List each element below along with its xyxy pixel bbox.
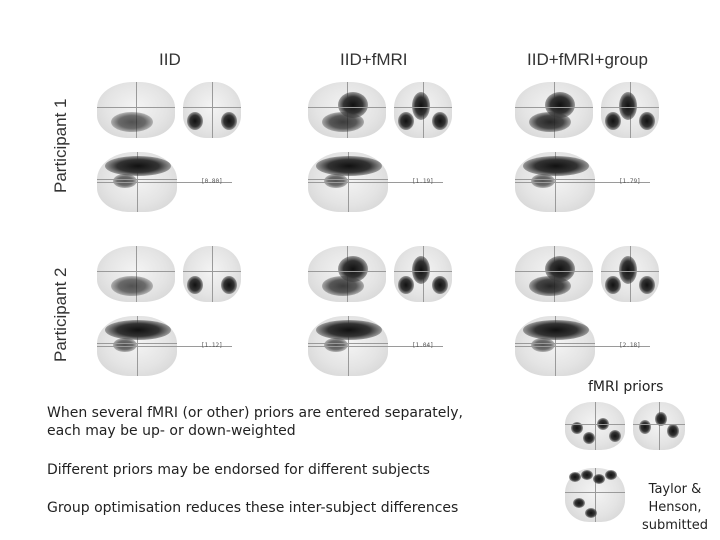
- activation-blob: [324, 174, 348, 188]
- crosshair-line: [515, 182, 650, 183]
- activation-blob: [221, 276, 237, 294]
- max-value-label: [2.18]: [619, 342, 641, 349]
- prior-sagittal-view: [565, 402, 625, 450]
- glass-brain-panel: [2.18]: [515, 246, 660, 376]
- crosshair-line: [97, 182, 232, 183]
- prior-blob: [609, 430, 621, 442]
- prior-blob: [581, 470, 593, 480]
- activation-blob: [639, 276, 655, 294]
- glass-brain-panel: [1.12]: [97, 246, 242, 376]
- activation-blob: [619, 256, 637, 284]
- activation-blob: [221, 112, 237, 130]
- prior-coronal-view: [633, 402, 685, 450]
- crosshair-line: [308, 182, 443, 183]
- activation-blob: [187, 112, 203, 130]
- prior-blob: [569, 472, 581, 482]
- activation-blob: [605, 112, 621, 130]
- coronal-view: [183, 82, 241, 138]
- sagittal-view: [308, 246, 386, 302]
- activation-blob: [324, 338, 348, 352]
- activation-blob: [412, 256, 430, 284]
- activation-blob: [619, 92, 637, 120]
- row-label-participant-2: Participant 2: [51, 267, 70, 363]
- max-value-label: [1.19]: [412, 178, 434, 185]
- activation-blob: [113, 174, 137, 188]
- activation-blob: [187, 276, 203, 294]
- row-label-participant-1: Participant 1: [51, 98, 70, 194]
- coronal-view: [183, 246, 241, 302]
- sagittal-view: [515, 246, 593, 302]
- column-title-iid-fmri: IID+fMRI: [340, 50, 408, 69]
- prior-blob: [573, 498, 585, 508]
- fmri-priors-glass-brain: [565, 402, 695, 522]
- prior-blob: [597, 418, 609, 430]
- max-value-label: [1.04]: [412, 342, 434, 349]
- prior-blob: [605, 470, 617, 480]
- activation-blob: [316, 156, 382, 176]
- activation-blob: [545, 256, 575, 282]
- prior-axial-view: [565, 468, 625, 522]
- prior-blob: [585, 508, 597, 518]
- column-title-iid-fmri-group: IID+fMRI+group: [527, 50, 648, 69]
- activation-blob: [639, 112, 655, 130]
- activation-blob: [111, 112, 153, 132]
- activation-blob: [398, 276, 414, 294]
- coronal-view: [601, 82, 659, 138]
- sagittal-view: [515, 82, 593, 138]
- glass-brain-panel: [0.80]: [97, 82, 242, 212]
- sagittal-view: [308, 82, 386, 138]
- activation-blob: [432, 112, 448, 130]
- activation-blob: [113, 338, 137, 352]
- crosshair-line: [97, 346, 232, 347]
- fmri-priors-title: fMRI priors: [588, 379, 664, 395]
- prior-blob: [667, 424, 679, 438]
- paragraph-different-priors: Different priors may be endorsed for dif…: [47, 462, 430, 478]
- activation-blob: [531, 338, 555, 352]
- activation-blob: [111, 276, 153, 296]
- glass-brain-panel: [1.04]: [308, 246, 453, 376]
- coronal-view: [394, 82, 452, 138]
- prior-blob: [639, 420, 651, 434]
- activation-blob: [412, 92, 430, 120]
- max-value-label: [1.12]: [201, 342, 223, 349]
- activation-blob: [338, 256, 368, 282]
- activation-blob: [105, 156, 171, 176]
- activation-blob: [316, 320, 382, 340]
- activation-blob: [605, 276, 621, 294]
- activation-blob: [105, 320, 171, 340]
- prior-blob: [571, 422, 583, 434]
- column-title-iid: IID: [159, 50, 181, 69]
- glass-brain-panel: [1.79]: [515, 82, 660, 212]
- max-value-label: [1.79]: [619, 178, 641, 185]
- paragraph-group-optimisation: Group optimisation reduces these inter-s…: [47, 500, 459, 516]
- activation-blob: [523, 156, 589, 176]
- activation-blob: [545, 92, 575, 118]
- prior-blob: [655, 412, 667, 426]
- activation-blob: [523, 320, 589, 340]
- paragraph-weighting: When several fMRI (or other) priors are …: [47, 405, 464, 439]
- activation-blob: [432, 276, 448, 294]
- activation-blob: [531, 174, 555, 188]
- prior-blob: [593, 474, 605, 484]
- sagittal-view: [97, 82, 175, 138]
- sagittal-view: [97, 246, 175, 302]
- max-value-label: [0.80]: [201, 178, 223, 185]
- activation-blob: [398, 112, 414, 130]
- crosshair-line: [308, 346, 443, 347]
- coronal-view: [394, 246, 452, 302]
- activation-blob: [338, 92, 368, 118]
- prior-blob: [583, 432, 595, 444]
- coronal-view: [601, 246, 659, 302]
- glass-brain-panel: [1.19]: [308, 82, 453, 212]
- citation: Taylor & Henson, submitted: [642, 482, 708, 533]
- crosshair-line: [515, 346, 650, 347]
